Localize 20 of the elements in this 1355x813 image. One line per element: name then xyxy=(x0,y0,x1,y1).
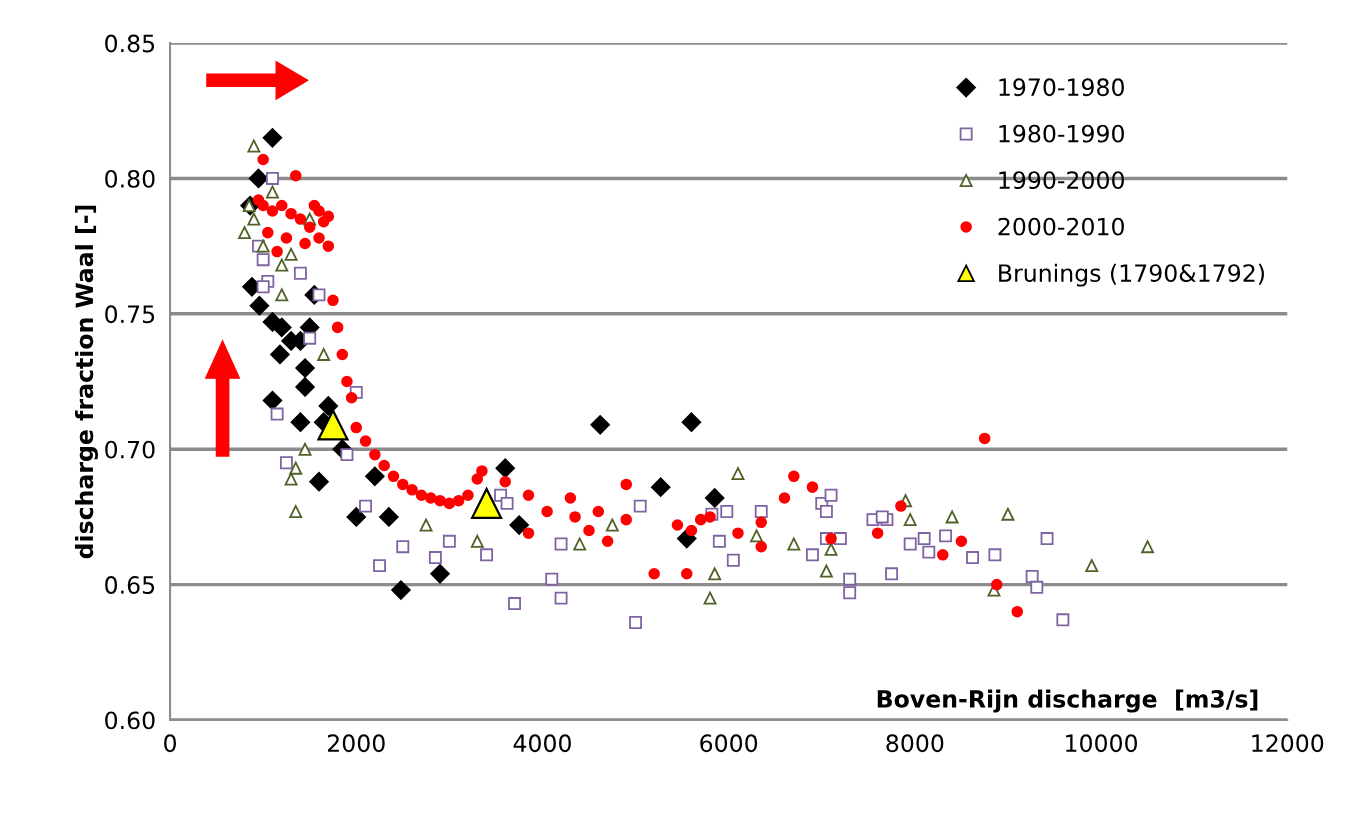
y-tick-label: 0.70 xyxy=(105,440,155,459)
x-tick-label: 0 xyxy=(164,734,176,753)
legend-label: 2000-2010 xyxy=(998,217,1124,236)
y-tick-label: 0.65 xyxy=(105,576,155,594)
y-tick-label: 0.80 xyxy=(105,169,155,188)
legend-label: 1980-1990 xyxy=(999,124,1124,143)
legend-label: Brunings (1790&1792) xyxy=(999,263,1264,287)
x-tick-label: 8000 xyxy=(886,734,944,753)
y-tick-label: 0.60 xyxy=(105,711,155,730)
x-tick-label: 4000 xyxy=(513,734,571,753)
x-tick-label: 6000 xyxy=(700,734,758,753)
legend-label: 1990-2000 xyxy=(999,171,1124,190)
x-tick-label: 2000 xyxy=(327,734,385,753)
y-tick-label: 0.75 xyxy=(105,305,155,324)
x-axis-title: Boven-Rijn discharge [m3/s] xyxy=(877,689,1258,713)
x-tick-label: 10000 xyxy=(1066,734,1138,753)
y-tick-label: 0.85 xyxy=(105,34,155,53)
legend-label: 1970-1980 xyxy=(999,78,1124,97)
x-tick-label: 12000 xyxy=(1252,734,1324,753)
y-axis-title: discharge fraction Waal [-] xyxy=(75,205,99,559)
